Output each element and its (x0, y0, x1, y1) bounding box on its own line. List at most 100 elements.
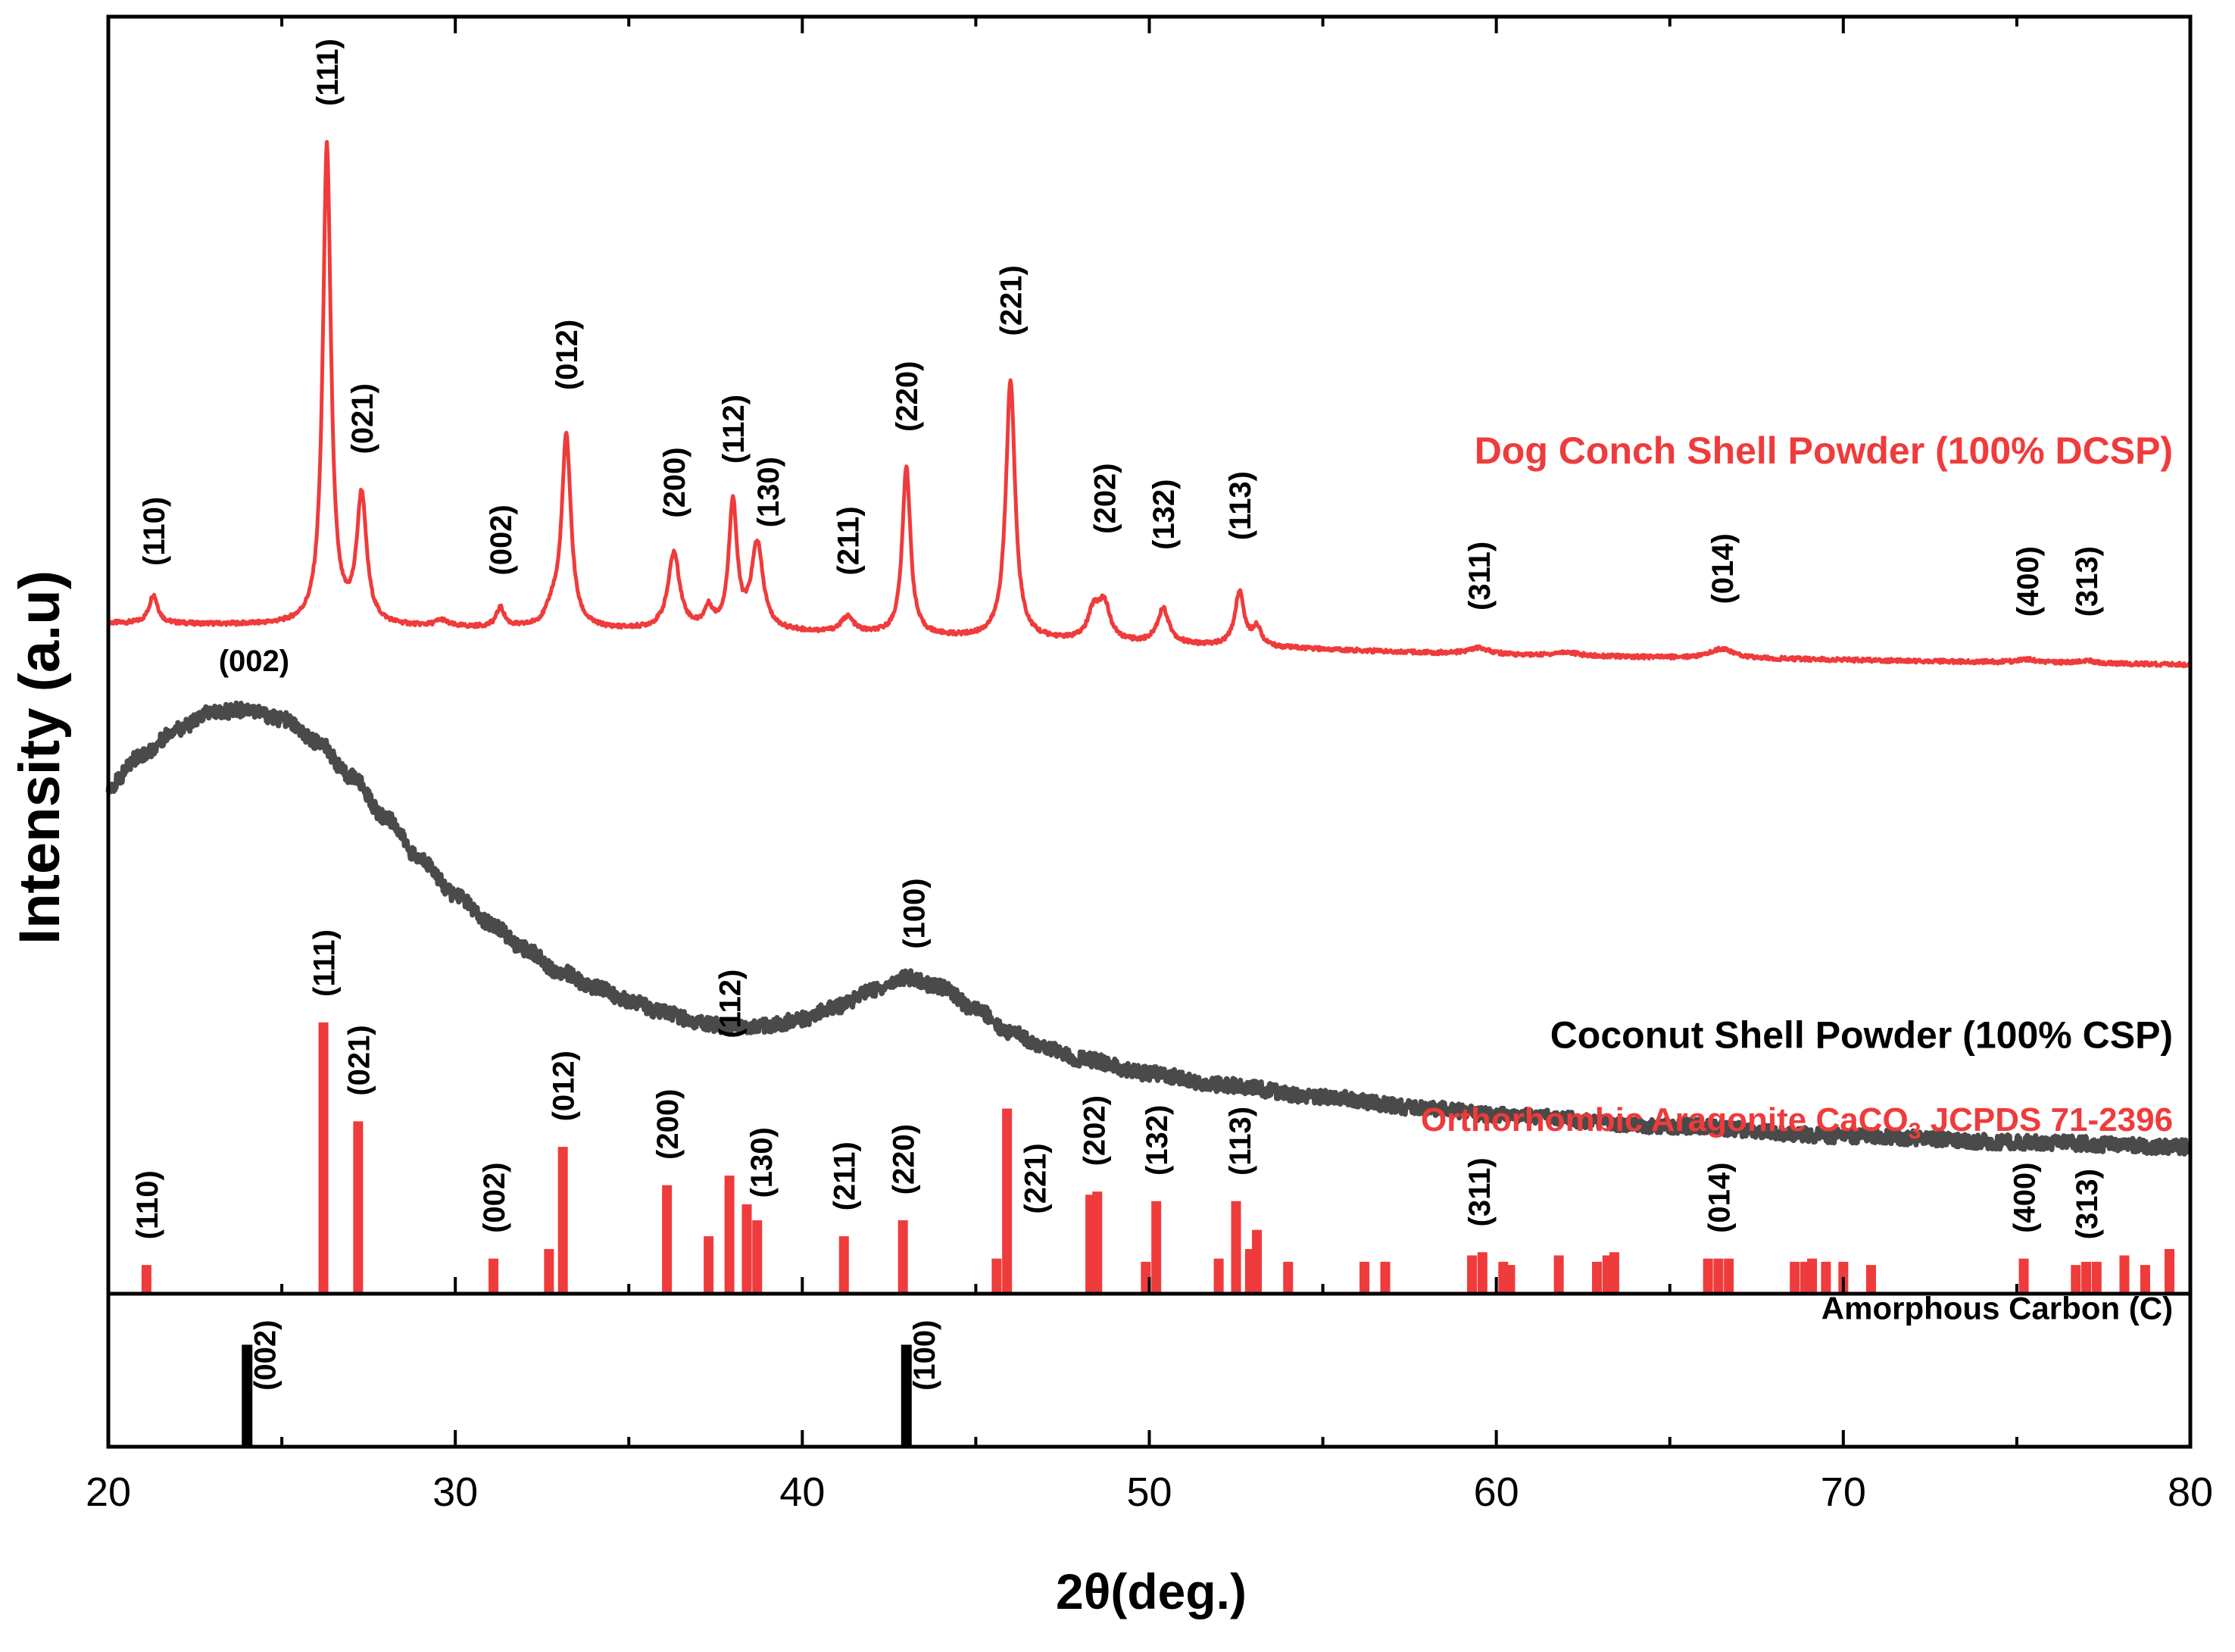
dcsp-peak-label: (200) (658, 447, 691, 517)
reference-panel: (002) (100) Amorphous Carbon (C) (242, 1291, 2173, 1447)
aragonite-stick (2091, 1261, 2102, 1294)
aragonite-peak-label: (400) (2008, 1163, 2041, 1233)
aragonite-peak-label: (021) (342, 1025, 376, 1095)
aragonite-stick (557, 1147, 568, 1294)
x-tick-label: 80 (2168, 1469, 2213, 1515)
dcsp-peak-label: (110) (138, 497, 171, 566)
aragonite-stick (1092, 1191, 1103, 1294)
aragonite-stick (1505, 1265, 1515, 1294)
aragonite-stick (838, 1236, 849, 1294)
aragonite-peak-label: (220) (888, 1124, 921, 1194)
dcsp-series-label: Dog Conch Shell Powder (100% DCSP) (1475, 429, 2173, 472)
aragonite-stick (1713, 1258, 1724, 1294)
aragonite-stick (662, 1185, 673, 1294)
dcsp-peak-label: (111) (311, 39, 345, 106)
aragonite-stick (704, 1236, 714, 1294)
aragonite-stick (1477, 1252, 1487, 1294)
csp-peak-label: (002) (219, 645, 289, 678)
aragonite-stick (1703, 1258, 1713, 1294)
aragonite-stick (991, 1258, 1002, 1294)
aragonite-stick (1467, 1255, 1478, 1294)
aragonite-stick (1252, 1229, 1263, 1294)
aragonite-stick (1807, 1258, 1818, 1294)
aragonite-stick (2071, 1265, 2081, 1294)
dcsp-peak-label: (112) (717, 395, 751, 464)
x-tick-label: 60 (1474, 1469, 1519, 1515)
carbon-series-label: Amorphous Carbon (C) (1821, 1291, 2173, 1326)
aragonite-stick (141, 1265, 151, 1294)
aragonite-peak-label: (132) (1141, 1105, 1174, 1176)
dcsp-peak-label: (014) (1706, 533, 1740, 604)
aragonite-label-subscript: 3 (1909, 1119, 1921, 1144)
aragonite-stick (1213, 1258, 1224, 1294)
csp-peak-label: (100) (897, 878, 931, 948)
aragonite-peak-label: (313) (2071, 1169, 2104, 1239)
x-tick-label: 30 (432, 1469, 478, 1515)
aragonite-stick (2140, 1265, 2150, 1294)
x-tick-label: 20 (86, 1469, 131, 1515)
aragonite-label-main: Orthorhombic Aragonite CaCO (1421, 1101, 1909, 1138)
dcsp-peak-label: (021) (346, 383, 379, 454)
dcsp-peak-label: (221) (995, 265, 1029, 336)
aragonite-peak-label: (211) (829, 1141, 862, 1210)
aragonite-stick (1821, 1261, 1831, 1294)
aragonite-stick (353, 1121, 364, 1294)
aragonite-peak-label: (311) (1463, 1157, 1497, 1226)
aragonite-peak-label: (111) (307, 929, 341, 997)
aragonite-peak-label: (014) (1703, 1163, 1736, 1233)
carbon-stick (901, 1344, 912, 1447)
aragonite-peak-label: (200) (651, 1089, 685, 1160)
aragonite-stick (1865, 1265, 1876, 1294)
aragonite-stick (489, 1258, 499, 1294)
dcsp-peak-label: (132) (1147, 479, 1181, 550)
dcsp-peak-label: (211) (832, 506, 865, 575)
aragonite-stick (1359, 1261, 1370, 1294)
aragonite-peak-label: (112) (714, 970, 748, 1038)
aragonite-peak-label: (002) (478, 1163, 511, 1233)
aragonite-stick (741, 1204, 752, 1294)
dcsp-peak-label: (113) (1224, 471, 1257, 540)
aragonite-stick (897, 1220, 908, 1294)
aragonite-stick (2018, 1258, 2029, 1294)
aragonite-peak-label: (130) (745, 1127, 779, 1198)
aragonite-stick (1380, 1261, 1391, 1294)
aragonite-stick (1609, 1252, 1619, 1294)
aragonite-stick (1151, 1201, 1162, 1294)
aragonite-stick (544, 1248, 554, 1294)
aragonite-label-suffix: JCPDS 71-2396 (1921, 1101, 2173, 1138)
aragonite-stick (1592, 1261, 1603, 1294)
aragonite-stick (2081, 1261, 2092, 1294)
csp-series-label: Coconut Shell Powder (100% CSP) (1550, 1013, 2173, 1056)
aragonite-stick (1553, 1255, 1564, 1294)
aragonite-peak-label: (012) (548, 1051, 581, 1121)
aragonite-peak-label: (113) (1224, 1107, 1257, 1176)
dcsp-peak-label: (012) (551, 320, 584, 390)
aragonite-stick (318, 1022, 329, 1294)
dcsp-peak-label: (220) (891, 361, 924, 432)
aragonite-stick (752, 1220, 763, 1294)
aragonite-stick (2165, 1248, 2175, 1294)
x-axis-label: 2θ(deg.) (1056, 1563, 1247, 1619)
dcsp-peak-label: (311) (1463, 542, 1497, 611)
aragonite-stick (1231, 1201, 1241, 1294)
dcsp-peak-label: (202) (1088, 463, 1122, 533)
dcsp-peak-label: (313) (2071, 546, 2104, 617)
aragonite-peak-label: (221) (1019, 1143, 1053, 1213)
y-axis-label: Intensity (a.u) (8, 570, 72, 945)
carbon-stick (242, 1344, 253, 1447)
plot-frame (106, 14, 2193, 1449)
csp-line (105, 700, 2193, 1157)
aragonite-stick (1790, 1261, 1800, 1294)
axes: 20 30 40 50 60 70 80 (86, 14, 2213, 1515)
aragonite-peak-label: (202) (1078, 1095, 1112, 1166)
aragonite-peak-label: (110) (131, 1170, 164, 1239)
dcsp-peak-label: (400) (2012, 546, 2045, 617)
dcsp-peak-label: (002) (485, 504, 518, 575)
carbon-peak-label: (002) (249, 1320, 282, 1391)
aragonite-stick (1002, 1108, 1013, 1294)
aragonite-stick (2119, 1255, 2130, 1294)
aragonite-stick (1724, 1258, 1734, 1294)
dcsp-peak-label: (130) (752, 457, 785, 527)
x-tick-label: 50 (1126, 1469, 1172, 1515)
